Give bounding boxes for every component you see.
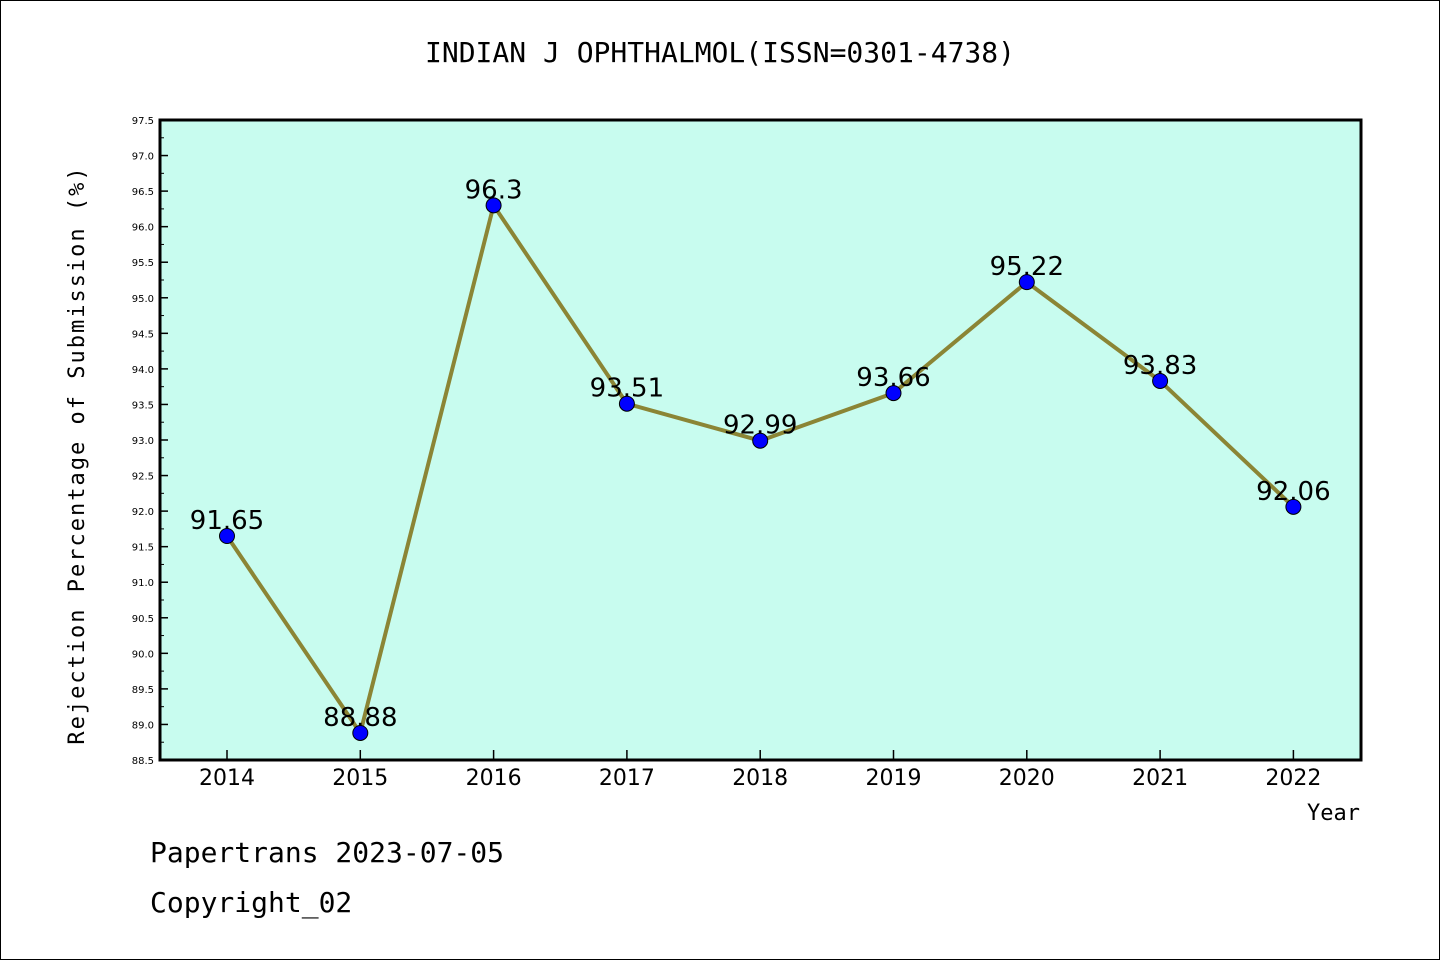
- x-tick-label: 2016: [466, 766, 522, 791]
- y-tick-label: 91.5: [132, 543, 154, 554]
- x-axis: 2014 2015 2016 2017 2018 2019 2020 2021 2022: [199, 750, 1321, 791]
- y-tick-label: 93.0: [132, 436, 154, 447]
- y-tick-label: 89.0: [132, 720, 154, 731]
- data-label: 92.99: [723, 411, 797, 441]
- x-axis-title: Year: [1307, 801, 1360, 826]
- y-tick-label: 92.0: [132, 507, 154, 518]
- footer-copyright: Copyright_02: [150, 886, 353, 919]
- data-label: 96.3: [465, 175, 523, 205]
- data-point: [618, 395, 635, 412]
- x-tick-label: 2014: [199, 766, 255, 791]
- y-tick-label: 97.5: [132, 116, 154, 127]
- data-markers: [219, 197, 1302, 741]
- x-tick-label: 2021: [1132, 766, 1188, 791]
- data-label: 93.66: [856, 363, 930, 393]
- data-label: 91.65: [190, 506, 264, 536]
- y-tick-label: 92.5: [132, 472, 154, 483]
- y-tick-label: 96.5: [132, 187, 154, 198]
- y-tick-label: 90.0: [132, 649, 154, 660]
- data-label: 92.06: [1256, 477, 1330, 507]
- x-tick-label: 2019: [866, 766, 922, 791]
- data-label: 95.22: [990, 252, 1064, 282]
- footer-date: Papertrans 2023-07-05: [150, 836, 505, 869]
- data-point: [1285, 498, 1302, 515]
- x-tick-label: 2017: [599, 766, 655, 791]
- y-tick-label: 90.5: [132, 614, 154, 625]
- y-tick-label: 94.5: [132, 329, 154, 340]
- data-point: [219, 528, 235, 544]
- y-tick-label: 89.5: [132, 685, 154, 696]
- x-tick-label: 2022: [1265, 766, 1321, 791]
- x-tick-label: 2015: [332, 766, 388, 791]
- data-point: [1018, 274, 1035, 291]
- data-point: [1152, 372, 1169, 389]
- y-tick-label: 91.0: [132, 578, 154, 589]
- data-point: [352, 724, 369, 741]
- y-tick-label: 97.0: [132, 152, 154, 163]
- data-point: [752, 432, 769, 449]
- y-tick-label: 94.0: [132, 365, 154, 376]
- y-axis-title: Rejection Percentage of Submission (%): [65, 165, 90, 744]
- y-tick-label: 88.5: [132, 756, 154, 767]
- y-tick-label: 95.0: [132, 294, 154, 305]
- y-tick-label: 96.0: [132, 223, 154, 234]
- chart-title: INDIAN J OPHTHALMOL(ISSN=0301-4738): [424, 36, 1015, 69]
- data-label: 93.83: [1123, 351, 1197, 381]
- data-labels: 91.65 88.88 96.3 93.51 92.99 93.66 95.22 93.83 9…: [190, 175, 1331, 733]
- data-label: 88.88: [323, 703, 397, 733]
- x-tick-label: 2018: [732, 766, 788, 791]
- y-tick-label: 93.5: [132, 400, 154, 411]
- data-point: [885, 385, 902, 402]
- y-axis: 88.5 89.0 89.5 90.0 90.5 91.0 91.5 92.0 92.5 93.0…: [132, 116, 168, 767]
- data-point: [485, 197, 502, 214]
- y-tick-label: 95.5: [132, 258, 154, 269]
- data-label: 93.51: [590, 374, 664, 404]
- x-tick-label: 2020: [999, 766, 1055, 791]
